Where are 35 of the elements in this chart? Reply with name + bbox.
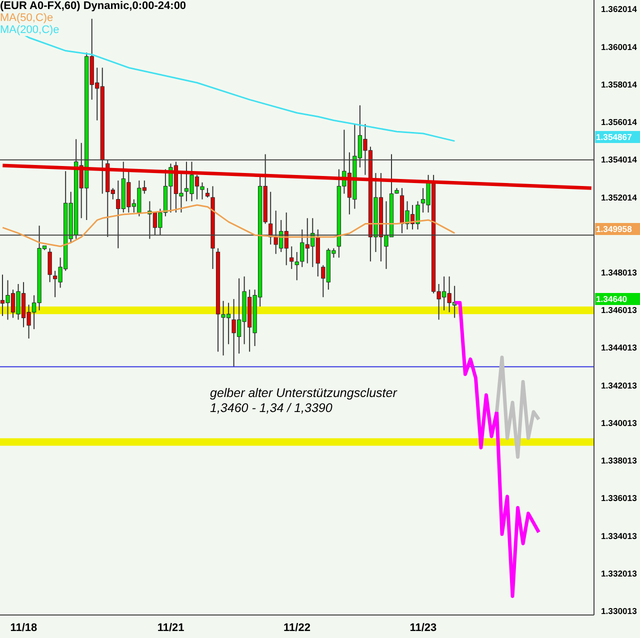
y-tick-label: 1.332013	[601, 568, 638, 578]
y-tick-label: 1.344013	[601, 342, 638, 353]
candlestick	[290, 246, 294, 270]
line-series	[452, 301, 541, 598]
y-tick-label: 1.330013	[601, 606, 638, 616]
y-tick-label: 1.334013	[601, 530, 638, 541]
x-tick-label: 11/18	[10, 622, 38, 634]
text: 1.349958	[595, 223, 640, 236]
annotation: gelber alter Unterstützungscluster	[210, 386, 397, 401]
y-tick-label: 1.360014	[601, 42, 638, 52]
y-tick-label: 1.338013	[601, 456, 638, 466]
line-series	[2, 204, 456, 248]
x-tick-label: 11/22	[284, 622, 310, 634]
y-tick-label: 1.358014	[601, 79, 638, 90]
x-tick-label: 11/23	[410, 622, 437, 634]
candlestick	[48, 248, 52, 283]
candlestick	[205, 188, 210, 198]
y-tick-label: 1.362014	[601, 4, 638, 14]
y-tick-label: 1.348013	[601, 268, 638, 278]
y-tick-label: 1.352014	[601, 192, 638, 202]
y-tick-label: 1.346013	[601, 305, 638, 316]
y-tick-label: 1.340013	[601, 418, 638, 428]
chart-title: (EUR A0-FX,60) Dynamic,0:00-24:00	[0, 0, 186, 12]
y-tick-label: 1.342013	[601, 380, 638, 390]
x-tick-label: 11/21	[157, 622, 184, 634]
y-tick-label: 1.356014	[601, 117, 638, 128]
y-tick-label: 1.336013	[601, 493, 638, 504]
y-tick-label: 1.354014	[601, 154, 638, 165]
annotation: 1,3460 - 1,34 / 1,3390	[210, 401, 334, 416]
series-label: MA(200,C)e	[0, 24, 60, 36]
line-series	[495, 356, 541, 459]
text: 1.354867	[595, 131, 640, 144]
candlestick	[294, 252, 299, 281]
text: MA(50,C)e	[0, 12, 54, 24]
text: 1.34640	[595, 292, 640, 305]
